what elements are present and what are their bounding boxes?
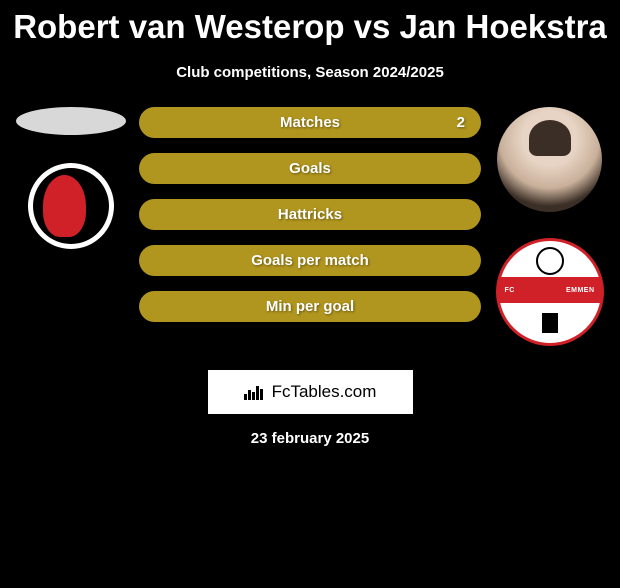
stat-label: Goals <box>289 160 331 177</box>
stat-label: Goals per match <box>251 252 369 269</box>
date-text: 23 february 2025 <box>8 430 612 447</box>
page-title: Robert van Westerop vs Jan Hoekstra <box>8 8 612 46</box>
stat-label: Matches <box>280 114 340 131</box>
stat-bar-min-per-goal: Min per goal <box>139 291 481 322</box>
stat-value-right: 2 <box>457 114 465 131</box>
club-right-logo: FC EMMEN <box>496 238 604 346</box>
player-left-column <box>8 107 133 249</box>
attribution-badge: FcTables.com <box>208 370 413 414</box>
bar-chart-icon <box>244 384 266 400</box>
page-subtitle: Club competitions, Season 2024/2025 <box>8 64 612 81</box>
club-right-text-left: FC <box>505 287 515 294</box>
club-right-text-right: EMMEN <box>566 287 595 294</box>
attribution-text: FcTables.com <box>272 382 377 402</box>
club-right-stripe: FC EMMEN <box>499 277 601 303</box>
stats-column: Matches 2 Goals Hattricks Goals per matc… <box>133 107 487 322</box>
stat-bar-hattricks: Hattricks <box>139 199 481 230</box>
stat-label: Hattricks <box>278 206 342 223</box>
tower-icon <box>542 313 558 333</box>
club-left-logo <box>28 163 114 249</box>
ball-icon <box>536 247 564 275</box>
stat-bar-goals-per-match: Goals per match <box>139 245 481 276</box>
stat-label: Min per goal <box>266 298 354 315</box>
player-left-avatar-placeholder <box>16 107 126 135</box>
stat-bar-goals: Goals <box>139 153 481 184</box>
stat-bar-matches: Matches 2 <box>139 107 481 138</box>
main-row: Matches 2 Goals Hattricks Goals per matc… <box>8 107 612 346</box>
player-right-avatar <box>497 107 602 212</box>
comparison-card: Robert van Westerop vs Jan Hoekstra Club… <box>0 8 620 447</box>
player-right-column: FC EMMEN <box>487 107 612 346</box>
